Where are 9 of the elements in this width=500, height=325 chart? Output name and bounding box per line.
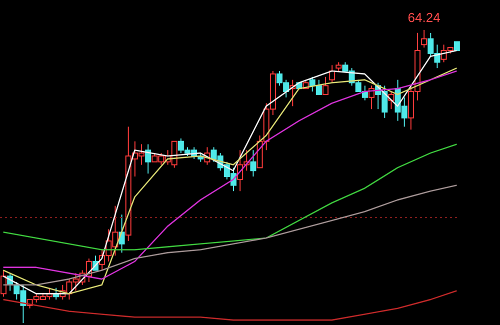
- candlestick: [316, 79, 322, 95]
- candlestick: [322, 76, 328, 95]
- candlestick: [250, 150, 256, 177]
- candlestick: [368, 85, 374, 110]
- candlestick: [118, 214, 125, 254]
- candlestick: [145, 144, 152, 174]
- candlestick: [421, 30, 428, 48]
- text: 64.24: [408, 10, 440, 25]
- candlestick: [329, 64, 336, 84]
